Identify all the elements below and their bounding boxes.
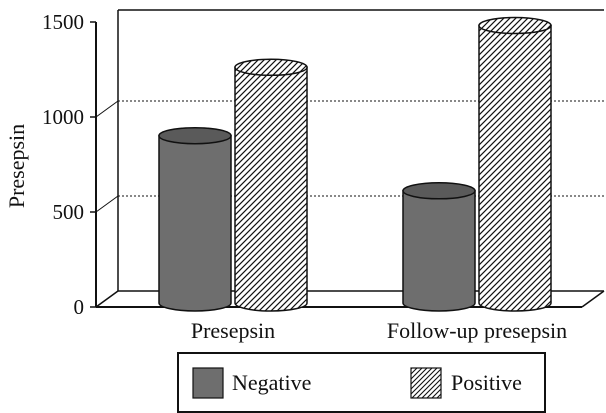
gridline-floor-link	[95, 195, 119, 213]
bar-top-negative-1	[158, 126, 232, 145]
legend-swatch-positive	[410, 367, 442, 399]
floor-right-edge	[581, 290, 605, 308]
legend-box	[177, 352, 546, 413]
legend-swatch-negative	[192, 367, 224, 399]
y-tick-label: 500	[53, 200, 85, 224]
x-tick-label: Presepsin	[191, 318, 275, 343]
y-tick-label: 0	[74, 295, 85, 319]
floor-left-edge	[95, 290, 119, 308]
x-axis-ticks: Presepsin Follow-up presepsin	[191, 318, 567, 343]
bar-positive-1	[234, 66, 308, 312]
bars	[158, 16, 552, 312]
legend-label-negative: Negative	[232, 370, 311, 395]
bar-positive-2	[478, 24, 552, 312]
y-tick-label: 1000	[42, 105, 84, 129]
bar-top-positive-1	[234, 58, 308, 77]
y-tick-label: 1500	[42, 10, 84, 34]
bar-negative-1	[158, 134, 232, 312]
y-axis-label: Presepsin	[4, 124, 29, 208]
bar-negative-2	[402, 190, 476, 312]
y-axis-ticks: 0 500 1000 1500	[42, 10, 96, 319]
gridline-floor-link	[95, 100, 119, 118]
bar-top-negative-2	[402, 182, 476, 200]
bar-top-positive-2	[478, 16, 552, 35]
x-tick-label: Follow-up presepsin	[387, 318, 567, 343]
legend: Negative Positive	[177, 352, 546, 413]
legend-label-positive: Positive	[451, 370, 522, 395]
